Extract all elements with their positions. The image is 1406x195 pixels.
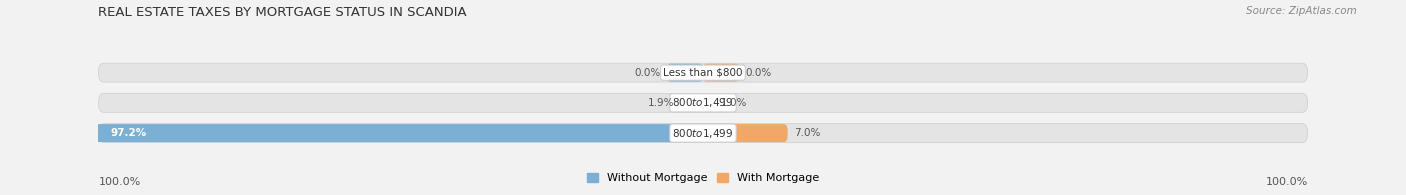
FancyBboxPatch shape bbox=[98, 93, 1308, 112]
Text: 0.0%: 0.0% bbox=[745, 68, 772, 78]
FancyBboxPatch shape bbox=[98, 124, 1308, 143]
FancyBboxPatch shape bbox=[98, 63, 1308, 82]
FancyBboxPatch shape bbox=[703, 64, 740, 82]
Text: 1.0%: 1.0% bbox=[721, 98, 748, 108]
FancyBboxPatch shape bbox=[0, 124, 703, 142]
FancyBboxPatch shape bbox=[703, 94, 716, 112]
Text: 1.9%: 1.9% bbox=[648, 98, 673, 108]
FancyBboxPatch shape bbox=[681, 94, 703, 112]
Legend: Without Mortgage, With Mortgage: Without Mortgage, With Mortgage bbox=[582, 168, 824, 188]
Text: 0.0%: 0.0% bbox=[634, 68, 661, 78]
Text: Source: ZipAtlas.com: Source: ZipAtlas.com bbox=[1246, 6, 1357, 16]
Text: $800 to $1,499: $800 to $1,499 bbox=[672, 96, 734, 109]
Text: 97.2%: 97.2% bbox=[111, 128, 146, 138]
Text: 100.0%: 100.0% bbox=[1265, 177, 1308, 187]
Text: 7.0%: 7.0% bbox=[794, 128, 820, 138]
FancyBboxPatch shape bbox=[666, 64, 703, 82]
FancyBboxPatch shape bbox=[703, 124, 787, 142]
Text: 100.0%: 100.0% bbox=[98, 177, 141, 187]
Text: Less than $800: Less than $800 bbox=[664, 68, 742, 78]
Text: REAL ESTATE TAXES BY MORTGAGE STATUS IN SCANDIA: REAL ESTATE TAXES BY MORTGAGE STATUS IN … bbox=[98, 6, 467, 19]
Text: $800 to $1,499: $800 to $1,499 bbox=[672, 127, 734, 140]
